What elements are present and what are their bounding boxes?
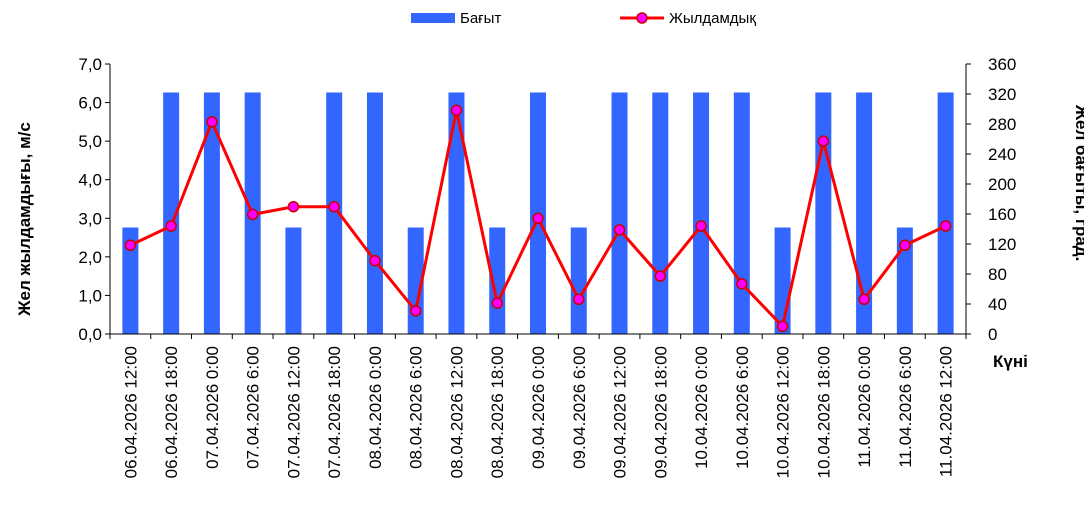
speed-point (858, 293, 870, 306)
speed-point (532, 212, 544, 225)
x-tick-label: 07.04.2026 18:00 (325, 346, 344, 478)
direction-bar (652, 92, 669, 334)
speed-point (165, 220, 177, 232)
direction-bar (611, 92, 628, 334)
left-tick-label: 6,0 (78, 94, 102, 113)
right-tick-label: 120 (988, 235, 1016, 254)
speed-point (328, 200, 340, 213)
speed-point (491, 297, 503, 309)
left-tick-label: 4,0 (78, 171, 102, 190)
speed-point (206, 116, 218, 128)
speed-point (287, 200, 300, 213)
tick-labels-group: 0,0 1,0 2,0 3,0 4,0 5,0 6,0 7,0 0 40 80 120 160 200 24… (78, 55, 1016, 478)
x-tick-label: 09.04.2026 18:00 (651, 346, 670, 478)
right-tick-label: 0 (988, 325, 997, 344)
x-tick-label: 10.04.2026 0:00 (692, 346, 711, 469)
right-tick-label: 240 (988, 145, 1016, 164)
x-tick-label: 08.04.2026 12:00 (447, 346, 466, 478)
right-tick-label: 160 (988, 205, 1016, 224)
speed-point (573, 293, 585, 306)
right-tick-label: 200 (988, 175, 1016, 194)
x-tick-label: 08.04.2026 6:00 (407, 346, 426, 469)
direction-bar (774, 227, 791, 334)
right-tick-label: 40 (988, 295, 1007, 314)
x-tick-label: 09.04.2026 6:00 (570, 346, 589, 469)
x-tick-label: 11.04.2026 6:00 (896, 346, 915, 468)
right-tick-label: 280 (988, 115, 1016, 134)
speed-point (736, 278, 748, 290)
legend-label-bar: Бағыт (460, 10, 501, 27)
x-tick-label: 09.04.2026 0:00 (529, 346, 548, 469)
speed-point (817, 135, 830, 147)
x-tick-label: 07.04.2026 6:00 (244, 346, 263, 469)
left-tick-label: 5,0 (78, 132, 102, 151)
direction-bar (448, 92, 465, 334)
x-axis-title: Күні (993, 352, 1028, 371)
left-tick-label: 2,0 (78, 248, 102, 267)
direction-bar (856, 92, 873, 334)
direction-bar (326, 92, 343, 334)
speed-point (409, 305, 422, 317)
speed-point (450, 104, 463, 117)
right-tick-label: 360 (988, 55, 1016, 74)
speed-point (939, 220, 952, 232)
x-tick-label: 11.04.2026 0:00 (855, 346, 874, 468)
direction-bar (285, 227, 302, 334)
speed-point (654, 270, 667, 282)
right-axis-title: Жел бағыты, град. (1072, 104, 1084, 262)
left-tick-label: 0,0 (78, 325, 102, 344)
x-tick-label: 07.04.2026 0:00 (203, 346, 222, 469)
direction-bar (203, 92, 220, 334)
x-tick-label: 10.04.2026 12:00 (774, 346, 793, 478)
axes-group (105, 63, 971, 339)
x-tick-label: 11.04.2026 12:00 (937, 346, 956, 477)
speed-point (369, 254, 381, 267)
direction-bar (896, 227, 913, 334)
direction-bar (733, 92, 750, 334)
speed-point (124, 239, 137, 252)
speed-point (899, 239, 911, 252)
left-axis-title: Жел жылдамдығы, м/с (15, 122, 34, 317)
right-tick-label: 80 (988, 265, 1007, 284)
direction-bar (489, 227, 506, 334)
left-tick-label: 1,0 (78, 286, 102, 305)
legend-label-line: Жылдамдық (669, 10, 756, 27)
speed-point (776, 320, 789, 333)
x-tick-label: 06.04.2026 12:00 (121, 346, 140, 478)
legend-swatch-marker (636, 12, 648, 24)
x-tick-label: 09.04.2026 12:00 (611, 346, 630, 478)
direction-bar (122, 227, 139, 334)
x-tick-label: 10.04.2026 18:00 (814, 346, 833, 478)
x-tick-label: 08.04.2026 18:00 (488, 346, 507, 478)
x-tick-label: 06.04.2026 18:00 (162, 346, 181, 478)
x-tick-label: 07.04.2026 12:00 (284, 346, 303, 478)
direction-bar (163, 92, 180, 334)
right-tick-label: 320 (988, 85, 1016, 104)
direction-bar (570, 227, 587, 334)
speed-line-group (124, 104, 952, 333)
direction-bar (366, 92, 383, 334)
direction-bar (937, 92, 954, 334)
legend-swatch-bar (411, 13, 455, 23)
x-tick-label: 08.04.2026 0:00 (366, 346, 385, 469)
legend: Бағыт Жылдамдық (411, 10, 756, 27)
speed-point (613, 224, 626, 236)
direction-bar (815, 92, 832, 334)
speed-point (246, 208, 259, 221)
left-tick-label: 3,0 (78, 209, 102, 228)
x-tick-label: 10.04.2026 6:00 (733, 346, 752, 469)
left-tick-label: 7,0 (78, 55, 102, 74)
direction-bar (693, 92, 710, 334)
speed-point (695, 220, 707, 232)
